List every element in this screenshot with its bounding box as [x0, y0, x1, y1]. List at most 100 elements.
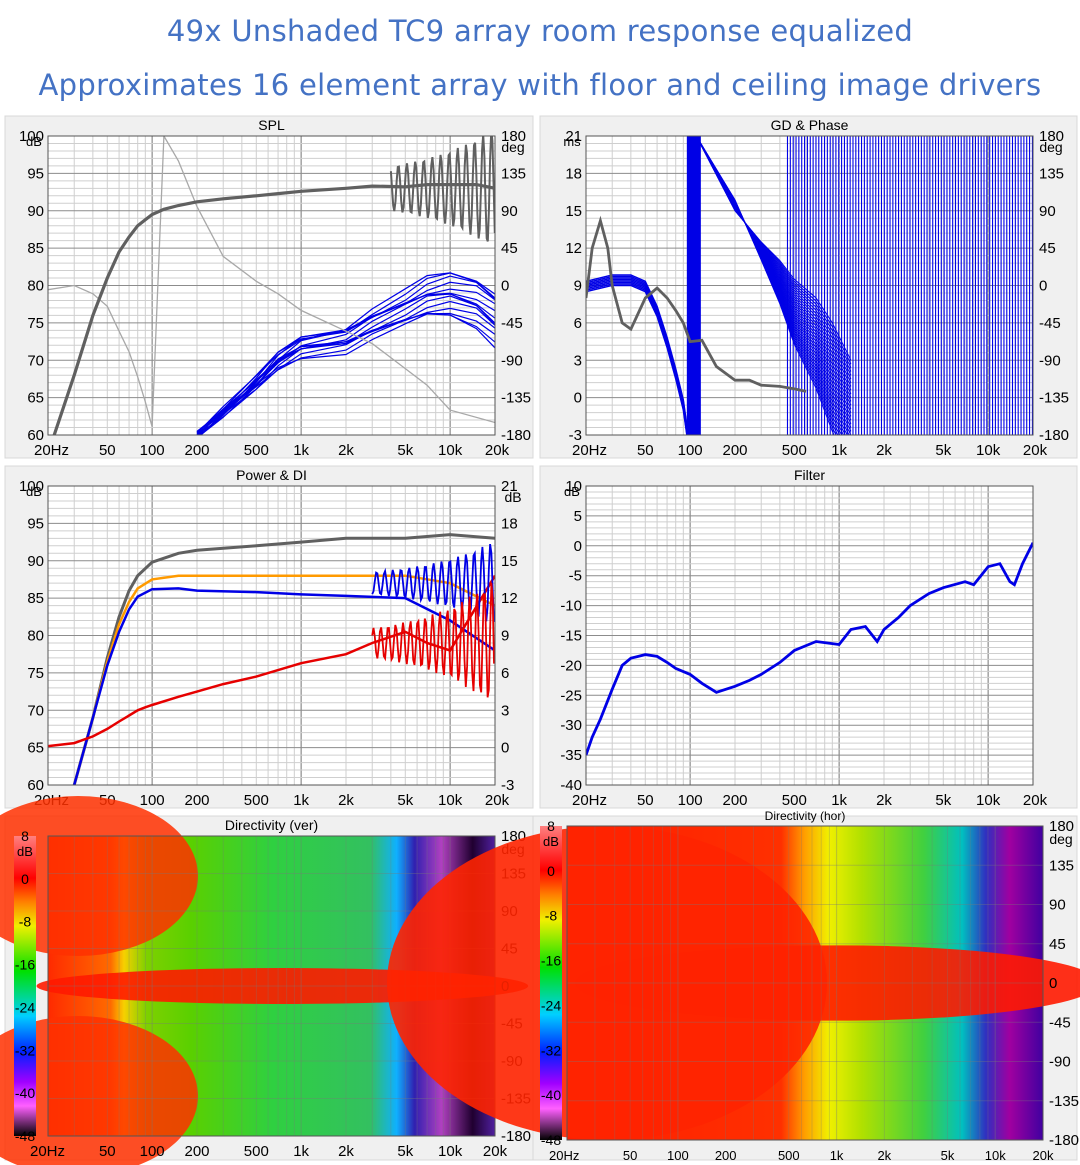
phase-curve: [586, 274, 688, 425]
y-tick-label: -30: [560, 717, 582, 734]
colorbar-tick-label: 8: [21, 828, 29, 844]
y-tick-label: 75: [27, 315, 44, 332]
power-di-curve: [48, 575, 495, 748]
colorbar-tick-label: -16: [15, 957, 35, 973]
x-tick-label: 500: [778, 1148, 800, 1163]
y-tick-label: -10: [560, 598, 582, 615]
y2-tick-label: -90: [1039, 352, 1061, 369]
y2-tick-label: 0: [501, 740, 509, 757]
y2-tick-label: 135: [501, 165, 526, 182]
y-tick-label: 0: [574, 538, 582, 555]
x-tick-label: 2k: [338, 442, 354, 459]
x-tick-label: 1k: [831, 792, 847, 809]
colorbar-tick-label: -40: [15, 1085, 35, 1101]
x-tick-label: 5k: [941, 1148, 955, 1163]
y2-unit-label: deg: [1039, 139, 1062, 155]
x-tick-label: 1k: [293, 792, 309, 809]
plot-border: [47, 485, 496, 786]
chart-5: 8 0 -8 -16 -24 -32 -40 -48 dB Directivity (hor) 18…: [387, 809, 1080, 1163]
di-ripple: [371, 582, 495, 698]
x-tick-label: 20k: [483, 1143, 508, 1160]
x-tick-label: 50: [623, 1148, 637, 1163]
y2-tick-label: 6: [501, 665, 509, 682]
y-tick-label: 85: [27, 590, 44, 607]
x-tick-label: 20k: [1023, 442, 1048, 459]
y2-unit-label: dB: [504, 489, 521, 505]
power-di-curve: [72, 533, 495, 785]
spl-offaxis-curve: [199, 275, 495, 435]
phase-curve: [48, 136, 495, 427]
x-tick-label: 200: [184, 1143, 209, 1160]
y-tick-label: 80: [27, 628, 44, 645]
y-tick-label: 3: [574, 352, 582, 369]
colorbar-tick-label: -48: [541, 1132, 561, 1148]
y2-tick-label: 9: [501, 628, 509, 645]
y2-tick-label: -45: [1039, 315, 1061, 332]
colorbar-tick-label: -8: [19, 914, 32, 930]
y-tick-label: -40: [560, 777, 582, 794]
y-tick-label: 95: [27, 165, 44, 182]
x-tick-label: 10k: [438, 1143, 463, 1160]
y-tick-label: 75: [27, 665, 44, 682]
power-ripple: [371, 543, 495, 622]
x-tick-label: 20Hz: [34, 442, 69, 459]
y2-tick-label: 180: [1039, 128, 1064, 145]
y-tick-label: 5: [574, 508, 582, 525]
y2-tick-label: 90: [501, 203, 518, 220]
y2-tick-label: -90: [1049, 1054, 1071, 1071]
x-tick-label: 500: [782, 442, 807, 459]
y2-tick-label: 0: [1039, 278, 1047, 295]
y2-tick-label: -45: [501, 315, 523, 332]
x-tick-label: 1k: [830, 1148, 844, 1163]
phase-wrap-band: [686, 136, 701, 435]
x-tick-label: 5k: [397, 442, 413, 459]
x-tick-label: 500: [244, 792, 269, 809]
y2-tick-label: 90: [1049, 897, 1066, 914]
y2-tick-label: 12: [501, 590, 518, 607]
x-tick-label: 20Hz: [572, 792, 607, 809]
x-tick-label: 2k: [338, 1143, 354, 1160]
x-tick-label: 50: [99, 442, 116, 459]
y2-tick-label: -135: [1049, 1093, 1079, 1110]
y-tick-label: 18: [565, 165, 582, 182]
y2-tick-label: 90: [1039, 203, 1056, 220]
chart-2: Power & DI 100 95 90 85 80 75 70 65 60 21 18 15 12 9 6 3…: [19, 467, 522, 809]
x-tick-label: 100: [678, 442, 703, 459]
x-tick-label: 2k: [876, 442, 892, 459]
spl-offaxis-curve: [196, 293, 495, 433]
x-tick-label: 200: [184, 442, 209, 459]
y-tick-label: 15: [565, 203, 582, 220]
colorbar-tick-label: -32: [541, 1042, 561, 1058]
x-tick-label: 100: [667, 1148, 689, 1163]
y-tick-label: 6: [574, 315, 582, 332]
y2-tick-label: -180: [501, 1128, 531, 1145]
y2-tick-label: -135: [1039, 390, 1069, 407]
heatmap-lobe: [387, 826, 827, 1140]
x-tick-label: 20k: [1033, 1148, 1054, 1163]
y2-tick-label: -180: [1039, 427, 1069, 444]
plot-border: [585, 485, 1034, 786]
colorbar-tick-label: -8: [545, 908, 558, 924]
x-tick-label: 20k: [1023, 792, 1048, 809]
y-tick-label: 21: [565, 128, 582, 145]
y-tick-label: 0: [574, 390, 582, 407]
chart-title: Power & DI: [236, 467, 307, 483]
y2-tick-label: 0: [501, 278, 509, 295]
y2-tick-label: 45: [1049, 936, 1066, 953]
y2-tick-label: -90: [501, 352, 523, 369]
y2-tick-label: 18: [501, 515, 518, 532]
spl-comb-curve: [389, 136, 495, 242]
y-tick-label: 65: [27, 740, 44, 757]
x-tick-label: 20Hz: [549, 1148, 579, 1163]
power-di-curve: [72, 587, 495, 785]
x-tick-label: 1k: [293, 1143, 309, 1160]
colorbar-tick-label: -16: [541, 953, 561, 969]
y2-tick-label: 45: [1039, 240, 1056, 257]
y-tick-label: 9: [574, 278, 582, 295]
x-tick-label: 50: [99, 1143, 116, 1160]
colorbar: [14, 836, 36, 1136]
x-tick-label: 2k: [877, 1148, 891, 1163]
x-tick-label: 500: [244, 1143, 269, 1160]
chart-title: Directivity (hor): [765, 809, 846, 823]
